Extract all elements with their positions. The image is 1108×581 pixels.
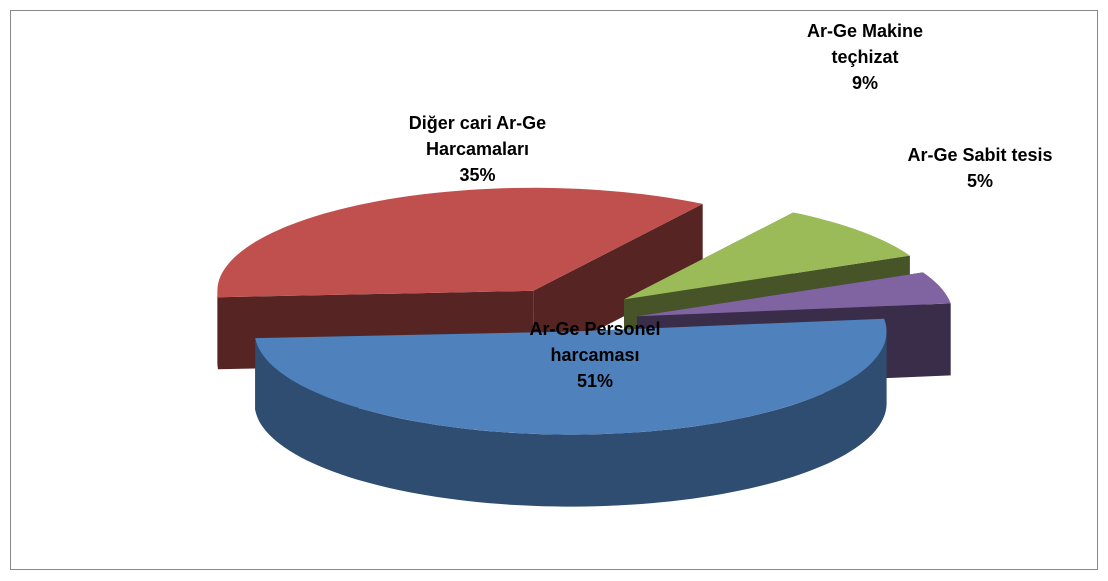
value-label: 9%	[851, 73, 878, 93]
slice-label: Ar-Ge Personel harcaması 51%	[515, 316, 675, 394]
slice-label: Diğer cari Ar-Ge Harcamaları 35%	[390, 110, 565, 188]
slice-label: Ar-Ge Makine teçhizat 9%	[790, 18, 940, 96]
slice-label: Ar-Ge Sabit tesis 5%	[885, 142, 1075, 194]
slice	[255, 318, 887, 435]
value-label: 51%	[576, 371, 614, 391]
slice	[217, 187, 703, 298]
category-label: Ar-Ge Sabit tesis	[907, 145, 1053, 165]
category-label: Ar-Ge Makine teçhizat	[806, 21, 924, 67]
slice	[624, 212, 910, 300]
value-label: 5%	[966, 171, 993, 191]
slice	[637, 272, 951, 317]
category-label: Ar-Ge Personel harcaması	[529, 319, 661, 365]
category-label: Diğer cari Ar-Ge Harcamaları	[408, 113, 547, 159]
value-label: 35%	[459, 165, 496, 185]
slice-side	[255, 331, 887, 507]
slice-side	[533, 203, 703, 363]
slice-side	[217, 290, 218, 370]
